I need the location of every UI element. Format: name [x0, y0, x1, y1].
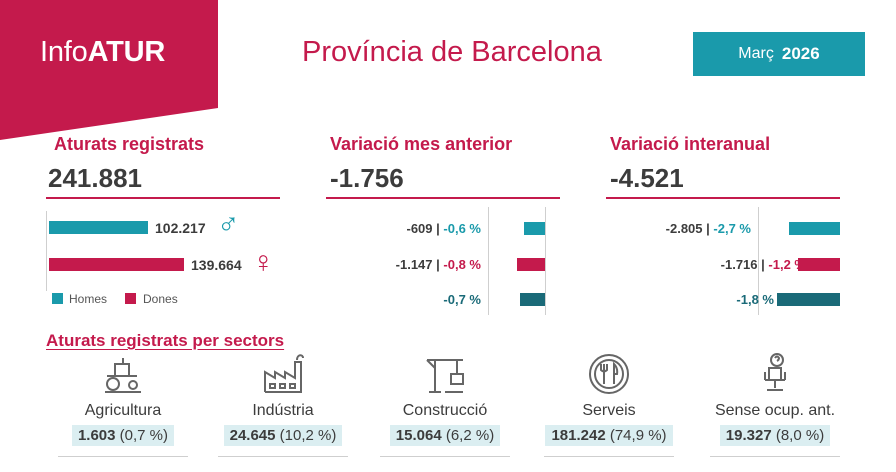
- monthly-row-women: -1.147 | -0,8 %: [396, 257, 481, 272]
- monthly-women-pct: -0,8 %: [443, 257, 481, 272]
- yearly-total: -4.521: [610, 163, 684, 193]
- sector-no-previous-divider: [710, 456, 840, 457]
- sector-construction-name: Construcció: [402, 402, 488, 419]
- sector-services-name: Serveis: [582, 402, 636, 419]
- yearly-row-women: -1.716 | -1,2 %: [721, 257, 806, 272]
- women-value: 139.664: [191, 257, 242, 273]
- sector-construction-count: 15.064: [395, 427, 442, 444]
- yearly-axis-left: [758, 207, 759, 315]
- registered-underline: [46, 197, 280, 199]
- yearly-women-bar: [798, 258, 840, 271]
- monthly-total-pct: -0,7 %: [443, 292, 481, 307]
- yearly-men-abs: -2.805: [665, 221, 703, 236]
- yearly-women-abs: -1.716: [720, 257, 758, 272]
- legend-men-label: Homes: [69, 292, 108, 306]
- monthly-women-abs: -1.147: [395, 257, 433, 272]
- sector-no-previous-value: 19.327 (8,0 %): [719, 425, 831, 446]
- sector-industry-name: Indústria: [252, 402, 314, 419]
- sector-no-previous-count: 19.327: [725, 427, 772, 444]
- sector-construction: Construcció 15.064 (6,2 %): [370, 352, 520, 457]
- monthly-axis-left: [488, 207, 489, 315]
- yearly-underline: [606, 197, 840, 199]
- male-icon: ♂: [217, 207, 240, 240]
- sector-construction-pct: (6,2 %): [445, 427, 495, 444]
- yearly-men-pct: -2,7 %: [713, 221, 751, 236]
- factory-icon: [264, 354, 304, 393]
- page-title: Província de Barcelona: [302, 36, 602, 68]
- brand-name: ATUR: [87, 36, 166, 68]
- sector-services-value: 181.242 (74,9 %): [545, 425, 673, 446]
- brand-prefix: Info: [40, 36, 88, 68]
- year-label: 2026: [781, 44, 820, 63]
- monthly-title: Variació mes anterior: [330, 134, 513, 154]
- sector-agriculture-count: 1.603: [77, 427, 116, 444]
- sector-construction-value: 15.064 (6,2 %): [389, 425, 501, 446]
- brand-banner: [0, 0, 218, 140]
- yearly-women-sep: |: [761, 257, 765, 272]
- sector-services: Serveis 181.242 (74,9 %): [534, 352, 684, 457]
- yearly-title: Variació interanual: [610, 134, 771, 154]
- yearly-row-men: -2.805 | -2,7 %: [666, 221, 751, 236]
- men-bar: [49, 221, 148, 234]
- sector-agriculture-name: Agricultura: [84, 402, 162, 419]
- sectors-title: Aturats registrats per sectors: [46, 331, 285, 350]
- monthly-men-pct: -0,6 %: [443, 221, 481, 236]
- sector-no-previous-name: Sense ocup. ant.: [714, 402, 836, 419]
- sector-services-pct: (74,9 %): [609, 427, 667, 444]
- yearly-total-pct: -1,8 %: [736, 292, 774, 307]
- monthly-total: -1.756: [330, 163, 404, 193]
- sector-services-count: 181.242: [551, 427, 606, 444]
- office-chair-icon: [764, 353, 786, 391]
- sector-industry-divider: [218, 456, 348, 457]
- monthly-total-bar: [520, 293, 545, 306]
- monthly-men-bar: [524, 222, 545, 235]
- yearly-men-bar: [789, 222, 840, 235]
- month-label: Març: [738, 45, 774, 62]
- sector-agriculture-value: 1.603 (0,7 %): [71, 425, 175, 446]
- sector-industry-count: 24.645: [229, 427, 276, 444]
- tractor-icon: [105, 358, 141, 393]
- sector-industry: Indústria 24.645 (10,2 %): [208, 352, 358, 457]
- women-bar: [49, 258, 184, 271]
- monthly-underline: [326, 197, 560, 199]
- monthly-women-bar: [517, 258, 545, 271]
- sector-no-previous: Sense ocup. ant. 19.327 (8,0 %): [700, 352, 850, 457]
- sector-agriculture-pct: (0,7 %): [119, 427, 169, 444]
- sector-no-previous-pct: (8,0 %): [775, 427, 825, 444]
- legend-women-label: Dones: [143, 292, 178, 306]
- yearly-row-total: -1,8 %: [736, 292, 774, 307]
- sector-agriculture: Agricultura 1.603 (0,7 %): [48, 352, 198, 457]
- brand-logo: InfoATUR: [40, 36, 165, 69]
- legend-women-swatch: [125, 293, 136, 304]
- registered-title: Aturats registrats: [54, 134, 205, 154]
- monthly-women-sep: |: [436, 257, 440, 272]
- date-badge: Març 2026: [693, 32, 865, 76]
- sector-industry-value: 24.645 (10,2 %): [223, 425, 343, 446]
- registered-total: 241.881: [48, 163, 142, 193]
- female-icon: ♀: [252, 246, 275, 279]
- monthly-row-total: -0,7 %: [443, 292, 481, 307]
- sector-agriculture-divider: [58, 456, 188, 457]
- sector-construction-divider: [380, 456, 510, 457]
- crane-icon: [426, 359, 464, 393]
- yearly-men-sep: |: [706, 221, 710, 236]
- sector-industry-pct: (10,2 %): [279, 427, 337, 444]
- monthly-row-men: -609 | -0,6 %: [407, 221, 482, 236]
- monthly-men-sep: |: [436, 221, 440, 236]
- yearly-women-pct: -1,2 %: [768, 257, 806, 272]
- sector-services-divider: [544, 456, 674, 457]
- men-value: 102.217: [155, 220, 206, 236]
- registered-axis: [46, 211, 47, 291]
- cutlery-icon: [589, 354, 629, 394]
- yearly-total-bar: [777, 293, 840, 306]
- monthly-axis-right: [545, 207, 546, 315]
- monthly-men-abs: -609: [406, 221, 433, 236]
- legend-men-swatch: [52, 293, 63, 304]
